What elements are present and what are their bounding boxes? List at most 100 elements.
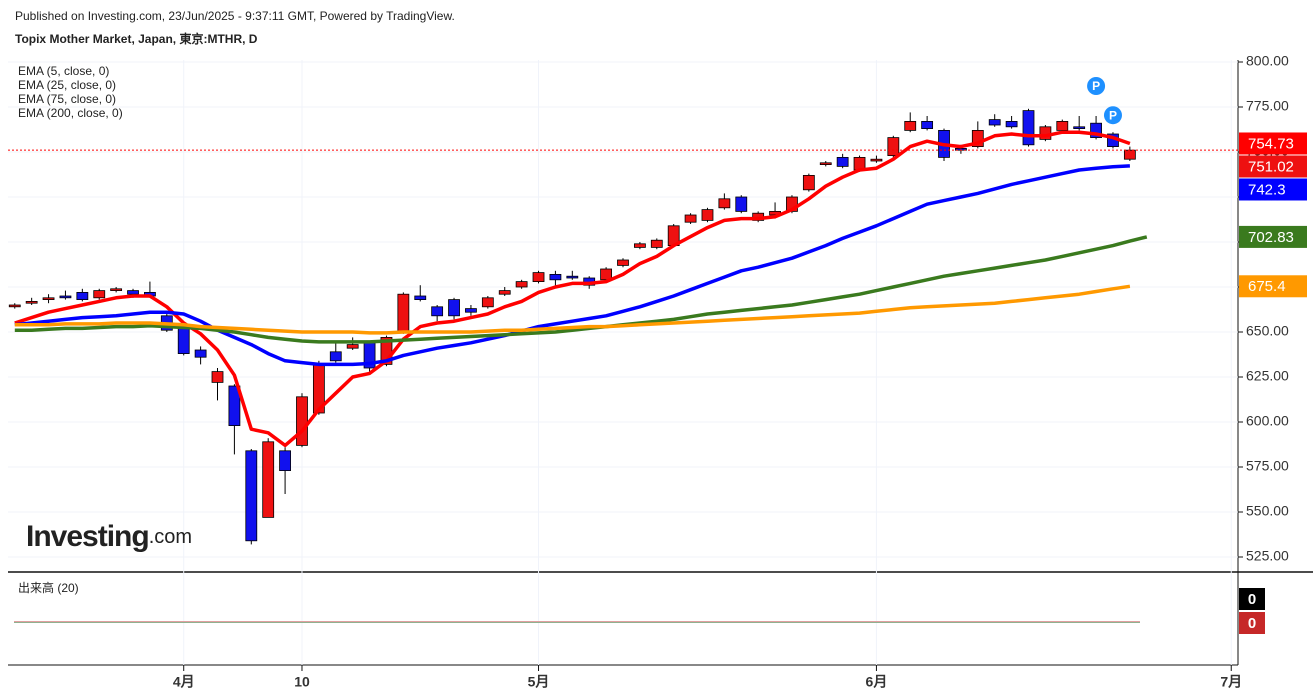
- candle-body: [228, 385, 241, 426]
- price-label-bg: [1239, 178, 1307, 201]
- candle-body: [633, 243, 646, 248]
- candle-body: [549, 273, 562, 281]
- candle-body: [802, 174, 815, 191]
- candle-body: [296, 396, 308, 446]
- candle-body: [617, 259, 629, 266]
- price-label: 675.4: [1248, 278, 1286, 295]
- candle-body: [76, 291, 89, 300]
- candle-body: [431, 306, 444, 317]
- price-label-bg: [1239, 132, 1307, 155]
- candle-body: [59, 295, 72, 299]
- x-tick-label: 6月: [866, 674, 888, 690]
- grid: [8, 60, 1238, 665]
- watermark: Investing.com: [26, 520, 192, 553]
- legend-entry: EMA (75, close, 0): [18, 92, 116, 106]
- candle-body: [836, 156, 849, 167]
- event-marker: [1087, 77, 1106, 95]
- candle-body: [515, 281, 528, 288]
- candle-body: [329, 351, 342, 362]
- candle-body: [262, 441, 275, 518]
- event-marker: [1103, 106, 1122, 125]
- price-label-bg: [1239, 225, 1307, 248]
- volume-ma-label: 0: [1248, 615, 1256, 632]
- price-label: 702.83: [1248, 229, 1294, 246]
- event-marker-label: P: [1109, 108, 1117, 122]
- price-label-bg: [1239, 275, 1307, 298]
- candle-body: [887, 137, 900, 157]
- candle-body: [25, 300, 38, 304]
- candle-body: [532, 272, 545, 283]
- price-label-bg: [1239, 155, 1307, 178]
- candle-body: [93, 290, 106, 299]
- legend-entry: EMA (200, close, 0): [18, 106, 123, 120]
- candle-body: [988, 119, 1001, 126]
- candle-body: [380, 336, 393, 365]
- price-label: 754.73: [1248, 135, 1294, 152]
- x-tick-label: 10: [294, 674, 310, 690]
- price-label: 742.3: [1248, 181, 1286, 198]
- candle-body: [211, 371, 224, 383]
- candle-body: [42, 297, 55, 300]
- y-tick-label: 650.00: [1246, 323, 1289, 339]
- candle-body: [481, 297, 494, 308]
- candle-body: [1090, 122, 1102, 138]
- y-tick-label: 550.00: [1246, 503, 1289, 519]
- x-tick-label: 5月: [528, 674, 550, 690]
- candle-body: [921, 121, 934, 130]
- candle-body: [279, 450, 291, 471]
- candle-body: [448, 299, 460, 317]
- candle-body: [819, 162, 832, 166]
- candle-body: [684, 214, 697, 223]
- y-tick-label: 800.00: [1246, 53, 1289, 69]
- x-tick-label: 4月: [173, 674, 195, 690]
- candle-body: [498, 290, 511, 295]
- candle-body: [1005, 121, 1018, 128]
- candle-body: [1073, 126, 1086, 130]
- y-tick-label: 525.00: [1246, 548, 1289, 564]
- chart-title: Topix Mother Market, Japan, 東京:MTHR, D: [15, 31, 258, 46]
- candle-body: [971, 129, 984, 147]
- volume-title: 出来高 (20): [18, 580, 79, 595]
- y-tick-label: 625.00: [1246, 368, 1289, 384]
- candle-body: [1022, 110, 1035, 146]
- header: Published on Investing.com, 23/Jun/2025 …: [15, 9, 455, 23]
- candle-body: [650, 239, 663, 248]
- candle-body: [346, 344, 359, 349]
- volume-label-bg: [1239, 588, 1265, 610]
- candle-body: [465, 308, 477, 313]
- y-tick-label: 775.00: [1246, 98, 1289, 114]
- event-marker-label: P: [1092, 79, 1100, 93]
- price-label: 751.02: [1248, 158, 1294, 175]
- candle-body: [1123, 149, 1136, 160]
- ema-line: [14, 164, 1130, 367]
- legend-entry: EMA (25, close, 0): [18, 78, 116, 92]
- candle-body: [718, 198, 731, 209]
- candle-body: [127, 290, 139, 295]
- y-tick-label: 600.00: [1246, 413, 1289, 429]
- legend-entry: EMA (5, close, 0): [18, 64, 109, 78]
- candle-body: [701, 209, 714, 221]
- candle-body: [735, 196, 748, 212]
- candle-body: [110, 288, 123, 291]
- candle-body: [194, 349, 207, 358]
- candle-body: [245, 450, 258, 542]
- candle-body: [414, 295, 427, 300]
- candle-body: [8, 304, 21, 308]
- volume-ma-label-bg: [1239, 612, 1265, 634]
- ema-line: [14, 130, 1131, 448]
- y-tick-label: 575.00: [1246, 458, 1289, 474]
- ema-line: [14, 235, 1148, 344]
- watermark-suffix: .com: [149, 526, 192, 548]
- candle-body: [870, 158, 883, 162]
- candle-body: [1056, 121, 1069, 131]
- volume-label: 0: [1248, 591, 1256, 608]
- candle-body: [566, 275, 579, 279]
- candle-body: [397, 293, 410, 333]
- candle-body: [904, 121, 917, 131]
- ema-line: [14, 284, 1131, 335]
- x-tick-label: 7月: [1220, 674, 1242, 690]
- candle-body: [177, 327, 190, 354]
- watermark-main: Investing: [26, 520, 149, 553]
